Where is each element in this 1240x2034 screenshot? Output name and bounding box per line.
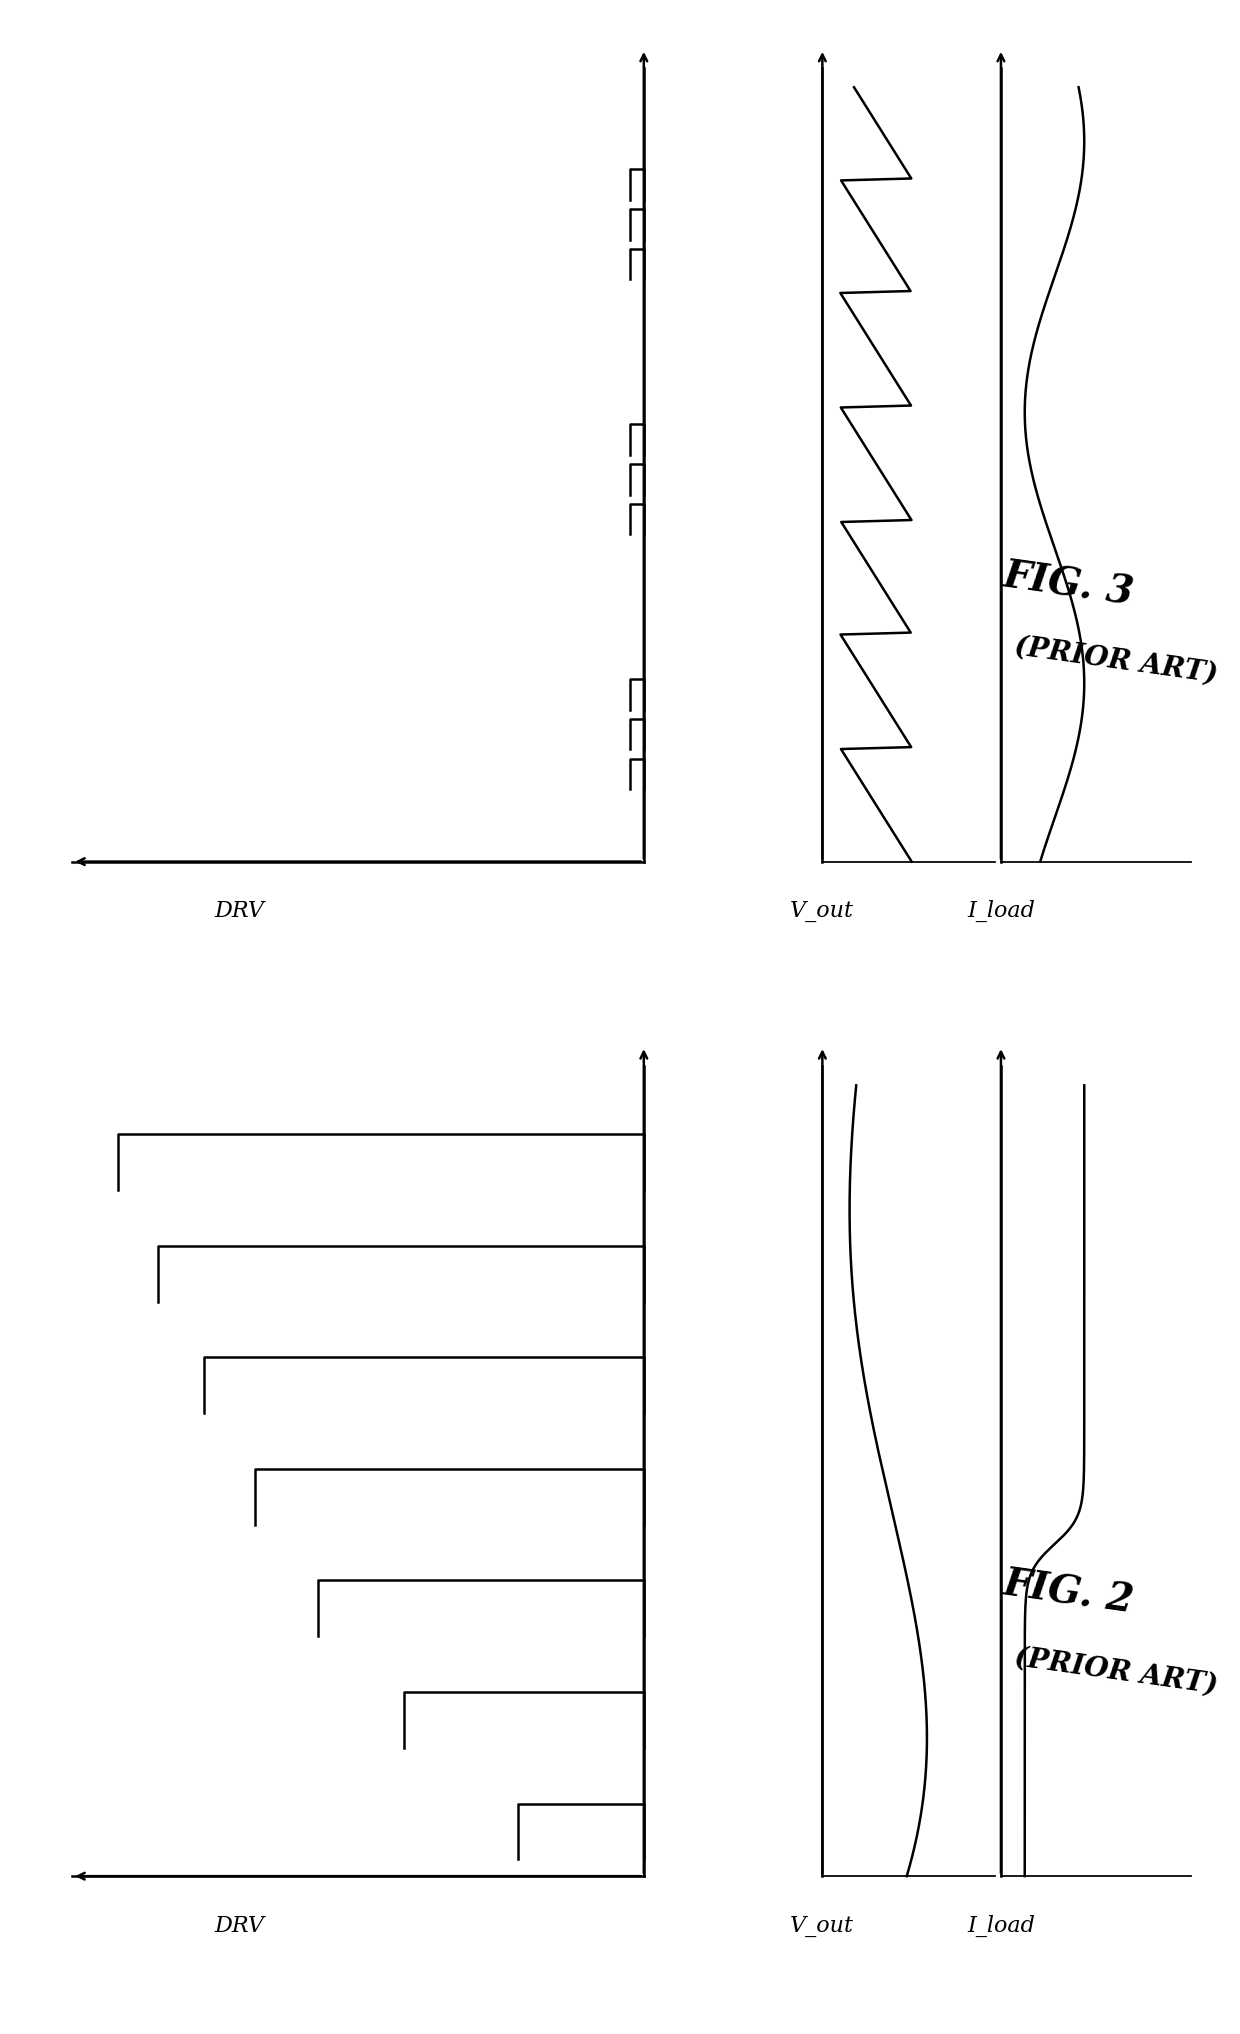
Text: FIG. 3: FIG. 3 — [1001, 557, 1137, 612]
Text: FIG. 2: FIG. 2 — [1001, 1564, 1137, 1621]
Text: (PRIOR ART): (PRIOR ART) — [1013, 1643, 1219, 1698]
Text: V_out: V_out — [790, 899, 854, 921]
Text: (PRIOR ART): (PRIOR ART) — [1013, 633, 1219, 687]
Text: I_load: I_load — [967, 1916, 1035, 1936]
Text: V_out: V_out — [790, 1916, 854, 1936]
Text: DRV: DRV — [215, 1916, 264, 1936]
Text: DRV: DRV — [215, 899, 264, 921]
Text: I_load: I_load — [967, 899, 1035, 921]
